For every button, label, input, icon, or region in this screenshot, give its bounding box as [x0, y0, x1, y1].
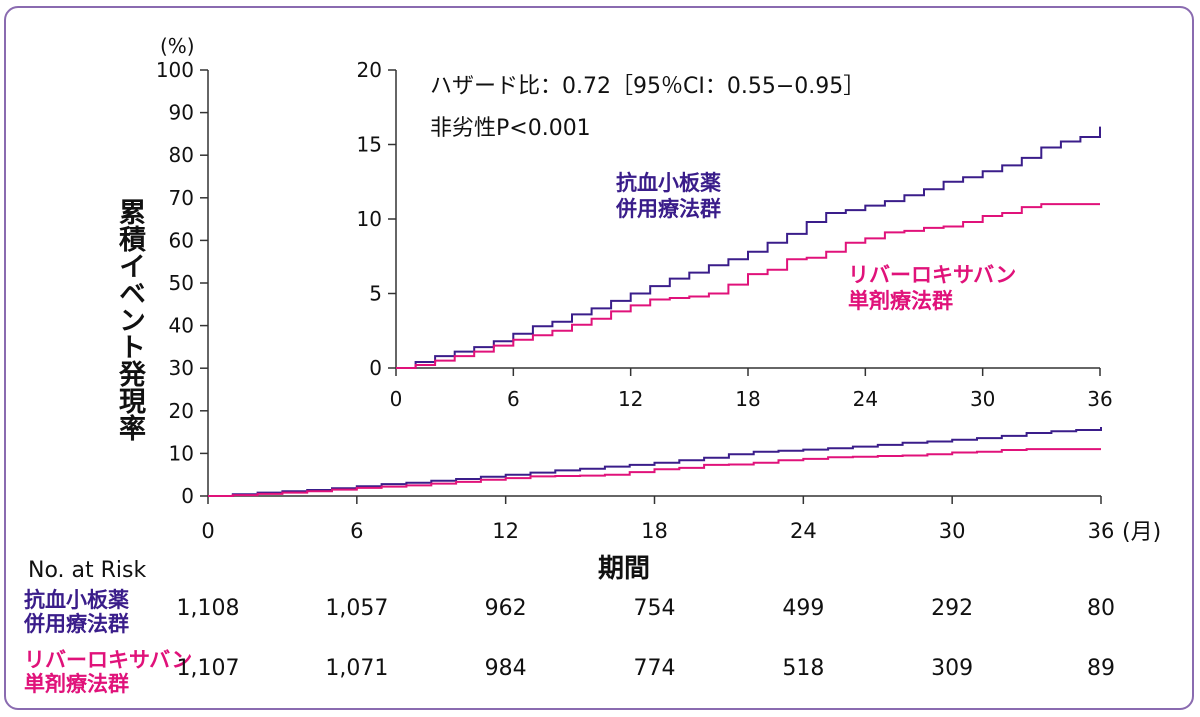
- inset-x-tick-label: 0: [390, 387, 403, 411]
- inset-series-label-line: 併用療法群: [616, 197, 721, 221]
- risk-value: 292: [931, 596, 974, 621]
- main-y-tick-label: 0: [181, 484, 194, 508]
- main-y-tick-label: 40: [169, 314, 194, 338]
- inset-x-tick-label: 36: [1087, 387, 1112, 411]
- noninferiority-annotation: 非劣性P<0.001: [430, 116, 591, 141]
- risk-row-label: 抗血小板薬 併用療法群: [24, 588, 129, 636]
- inset-x-tick-label: 6: [507, 387, 520, 411]
- risk-row-label-line: リバーロキサバン: [24, 648, 193, 672]
- risk-value: 962: [484, 596, 527, 621]
- risk-value: 499: [782, 596, 825, 621]
- inset-series-label-line: 単剤療法群: [848, 289, 953, 313]
- risk-row-label-line: 抗血小板薬: [24, 588, 129, 612]
- main-y-tick-label: 70: [169, 186, 194, 210]
- risk-value: 518: [782, 656, 825, 681]
- risk-row-label-line: 併用療法群: [24, 612, 129, 636]
- inset-series-line-1: [396, 203, 1100, 369]
- inset-axes: 0 5 10 15 20 0 6 12 18 24 30 36: [357, 58, 1113, 411]
- main-x-tick-label: 18: [641, 519, 668, 543]
- risk-value: 774: [633, 656, 676, 681]
- risk-value: 984: [484, 656, 527, 681]
- main-x-tick-label: 0: [201, 519, 214, 543]
- x-unit-label: (月): [1122, 520, 1162, 545]
- inset-series-line-0: [396, 126, 1101, 369]
- inset-y-tick-label: 5: [369, 282, 382, 306]
- main-series-line-0: [208, 427, 1102, 497]
- risk-value: 1,108: [176, 596, 240, 621]
- x-axis-title: 期間: [598, 554, 651, 584]
- risk-value: 1,071: [325, 656, 389, 681]
- main-x-tick-label: 12: [492, 519, 519, 543]
- main-y-tick-label: 60: [169, 228, 194, 252]
- inset-series: [396, 126, 1101, 369]
- main-x-tick-label: 30: [939, 519, 966, 543]
- y-unit-label: (%): [160, 34, 195, 58]
- main-y-tick-label: 80: [169, 143, 194, 167]
- inset-y-tick-label: 10: [357, 207, 382, 231]
- risk-value: 309: [931, 656, 974, 681]
- hazard-ratio-annotation: ハザード比：0.72［95％CI：0.55−0.95］: [430, 74, 866, 99]
- main-x-tick-label: 36: [1088, 519, 1115, 543]
- inset-y-tick-label: 20: [357, 58, 382, 82]
- risk-value: 80: [1087, 596, 1115, 621]
- main-y-tick-label: 100: [156, 58, 194, 82]
- risk-value: 754: [633, 596, 676, 621]
- risk-table-header: No. at Risk: [28, 558, 147, 583]
- main-y-tick-label: 50: [169, 271, 194, 295]
- inset-y-tick-label: 0: [369, 356, 382, 380]
- risk-value: 1,107: [176, 656, 240, 681]
- inset-series-label-line: リバーロキサバン: [848, 263, 1017, 287]
- y-axis-title: 累積イベント発現率: [114, 198, 145, 441]
- main-series: [208, 427, 1102, 497]
- inset-series-label-line: 抗血小板薬: [616, 171, 721, 195]
- inset-series-label-antiplatelet: 抗血小板薬 併用療法群: [616, 170, 721, 222]
- risk-value: 1,057: [325, 596, 389, 621]
- figure-frame: [4, 6, 1194, 710]
- inset-x-tick-label: 24: [853, 387, 878, 411]
- inset-x-tick-label: 12: [618, 387, 643, 411]
- inset-y-tick-label: 15: [357, 133, 382, 157]
- risk-row-label: リバーロキサバン 単剤療法群: [24, 648, 192, 696]
- inset-x-tick-label: 30: [970, 387, 995, 411]
- risk-row-label-line: 単剤療法群: [24, 672, 129, 696]
- main-series-line-1: [208, 448, 1101, 497]
- risk-value: 89: [1087, 656, 1115, 681]
- main-x-tick-label: 24: [790, 519, 817, 543]
- main-y-tick-label: 30: [169, 356, 194, 380]
- inset-series-label-rivaroxaban: リバーロキサバン 単剤療法群: [848, 262, 1016, 314]
- inset-x-tick-label: 18: [735, 387, 760, 411]
- main-y-tick-label: 10: [169, 441, 194, 465]
- main-y-tick-label: 20: [169, 399, 194, 423]
- main-y-tick-label: 90: [169, 101, 194, 125]
- main-x-tick-label: 6: [350, 519, 363, 543]
